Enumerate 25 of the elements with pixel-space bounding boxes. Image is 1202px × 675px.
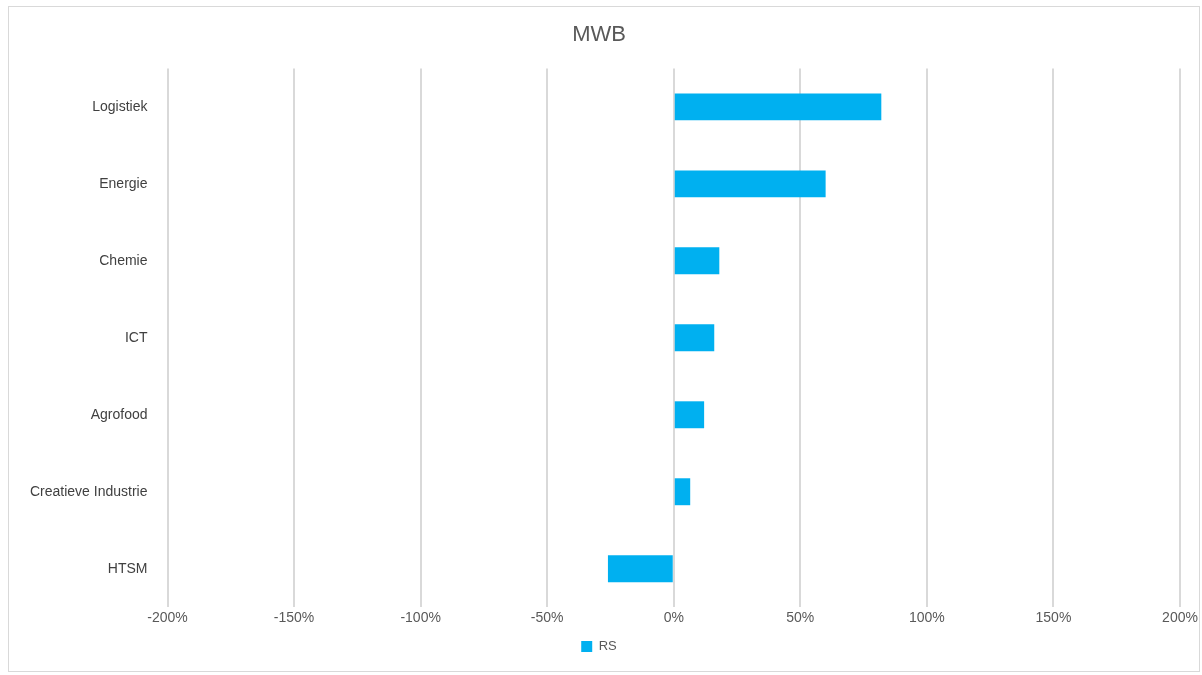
x-tick-label: -150%: [273, 609, 315, 626]
x-tick-label: 0%: [663, 609, 684, 626]
bar: [674, 170, 826, 198]
y-tick-label: Energie: [99, 174, 148, 191]
x-tick-label: 150%: [1035, 609, 1072, 626]
x-tick-label: 50%: [786, 609, 815, 626]
x-tick-label: -200%: [147, 609, 188, 626]
y-tick-label: Chemie: [99, 251, 148, 268]
bar: [674, 324, 715, 352]
bar: [674, 93, 882, 121]
chart-title: MWB: [572, 21, 626, 47]
x-tick-label: -50%: [530, 609, 564, 626]
bar: [607, 555, 673, 583]
x-tick-label: 100%: [908, 609, 945, 626]
bar: [674, 478, 691, 506]
y-tick-label: ICT: [124, 328, 148, 345]
bar: [674, 247, 720, 275]
bar: [674, 401, 705, 429]
x-tick-label: -100%: [400, 609, 441, 626]
x-tick-label: 200%: [1162, 609, 1198, 626]
y-tick-label: Agrofood: [90, 405, 148, 422]
legend-label: RS: [598, 638, 618, 654]
y-tick-label: Creatieve Industrie: [29, 482, 148, 499]
y-tick-label: HTSM: [107, 559, 148, 576]
y-tick-label: Logistiek: [92, 97, 149, 114]
